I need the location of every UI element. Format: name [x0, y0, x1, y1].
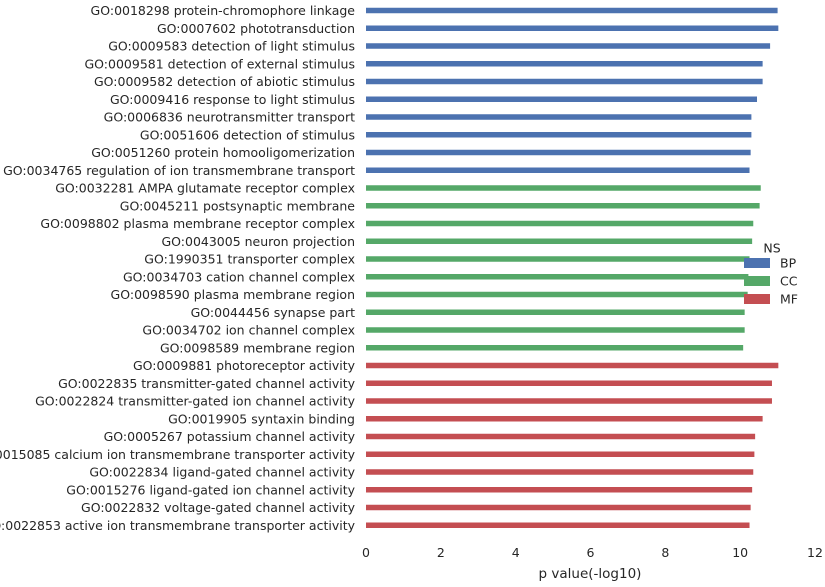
bar-24: [366, 416, 763, 422]
x-tick-label-8: 8: [661, 545, 669, 560]
legend-swatch-mf: [744, 294, 770, 304]
category-label-11: GO:0032281 AMPA glutamate receptor compl…: [55, 181, 355, 196]
bar-3: [366, 43, 771, 49]
category-label-12: GO:0045211 postsynaptic membrane: [120, 198, 356, 213]
legend-label-cc: CC: [780, 274, 798, 289]
category-label-14: GO:0043005 neuron projection: [161, 234, 355, 249]
bar-1: [366, 7, 778, 14]
x-axis-title: p value(-log10): [539, 566, 642, 582]
bar-25: [366, 433, 756, 440]
category-label-10: GO:0034765 regulation of ion transmembra…: [3, 163, 355, 178]
bar-11: [366, 185, 761, 191]
bar-29: [366, 504, 751, 511]
x-tick-label-0: 0: [362, 545, 370, 560]
x-tick-label-4: 4: [512, 545, 520, 560]
x-axis-ticks: 0 2 4 6 8 10 12: [362, 545, 823, 560]
legend-label-mf: MF: [780, 292, 798, 307]
bar-8: [366, 132, 752, 138]
category-label-23: GO:0022824 transmitter-gated ion channel…: [35, 394, 356, 409]
legend-label-bp: BP: [780, 256, 797, 271]
category-label-9: GO:0051260 protein homooligomerization: [91, 145, 355, 160]
category-label-24: GO:0019905 syntaxin binding: [168, 411, 355, 426]
bar-6: [366, 96, 758, 102]
category-label-26: GO:0015085 calcium ion transmembrane tra…: [0, 447, 356, 462]
category-label-30: GO:0022853 active ion transmembrane tran…: [0, 518, 356, 533]
bar-15: [366, 256, 750, 262]
category-label-19: GO:0034702 ion channel complex: [142, 323, 355, 338]
bar-28: [366, 487, 753, 493]
bar-9: [366, 149, 751, 156]
bars-layer: [366, 7, 779, 528]
category-label-27: GO:0022834 ligand-gated channel activity: [89, 465, 355, 480]
category-label-8: GO:0051606 detection of stimulus: [140, 127, 355, 142]
category-label-17: GO:0098590 plasma membrane region: [111, 287, 355, 302]
legend-title: NS: [763, 241, 780, 256]
x-tick-label-2: 2: [437, 545, 445, 560]
category-label-2: GO:0007602 phototransduction: [157, 21, 355, 36]
category-label-28: GO:0015276 ligand-gated ion channel acti…: [66, 482, 355, 497]
category-label-22: GO:0022835 transmitter-gated channel act…: [58, 376, 355, 391]
legend-swatch-bp: [744, 258, 770, 268]
bar-4: [366, 61, 763, 67]
x-tick-label-6: 6: [587, 545, 595, 560]
category-label-3: GO:0009583 detection of light stimulus: [108, 39, 355, 54]
bar-26: [366, 451, 755, 457]
bar-14: [366, 238, 753, 244]
x-tick-label-12: 12: [807, 545, 823, 560]
category-label-21: GO:0009881 photoreceptor activity: [133, 358, 356, 373]
category-label-18: GO:0044456 synapse part: [191, 305, 355, 320]
bar-30: [366, 522, 750, 528]
bar-16: [366, 274, 749, 280]
category-label-4: GO:0009581 detection of external stimulu…: [85, 56, 356, 71]
bar-17: [366, 291, 748, 298]
bar-7: [366, 114, 752, 120]
bar-20: [366, 345, 744, 351]
bar-2: [366, 25, 779, 31]
bar-21: [366, 362, 779, 369]
legend-swatch-cc: [744, 276, 770, 286]
category-label-1: GO:0018298 protein-chromophore linkage: [91, 3, 356, 18]
category-label-7: GO:0006836 neurotransmitter transport: [104, 110, 355, 125]
category-labels: GO:0018298 protein-chromophore linkage GO…: [0, 3, 356, 533]
bar-23: [366, 398, 772, 404]
category-label-15: GO:1990351 transporter complex: [144, 252, 355, 267]
x-tick-label-10: 10: [732, 545, 748, 560]
category-label-20: GO:0098589 membrane region: [160, 340, 355, 355]
bar-13: [366, 220, 754, 227]
category-label-25: GO:0005267 potassium channel activity: [104, 429, 356, 444]
bar-10: [366, 167, 750, 173]
category-label-29: GO:0022832 voltage-gated channel activit…: [81, 500, 356, 515]
category-label-13: GO:0098802 plasma membrane receptor comp…: [40, 216, 355, 231]
category-label-16: GO:0034703 cation channel complex: [123, 269, 355, 284]
bar-18: [366, 309, 745, 315]
category-label-6: GO:0009416 response to light stimulus: [110, 92, 355, 107]
bar-5: [366, 78, 763, 85]
bar-12: [366, 203, 760, 209]
bar-19: [366, 327, 745, 333]
category-label-5: GO:0009582 detection of abiotic stimulus: [94, 74, 355, 89]
bar-27: [366, 469, 754, 475]
bar-22: [366, 380, 772, 386]
